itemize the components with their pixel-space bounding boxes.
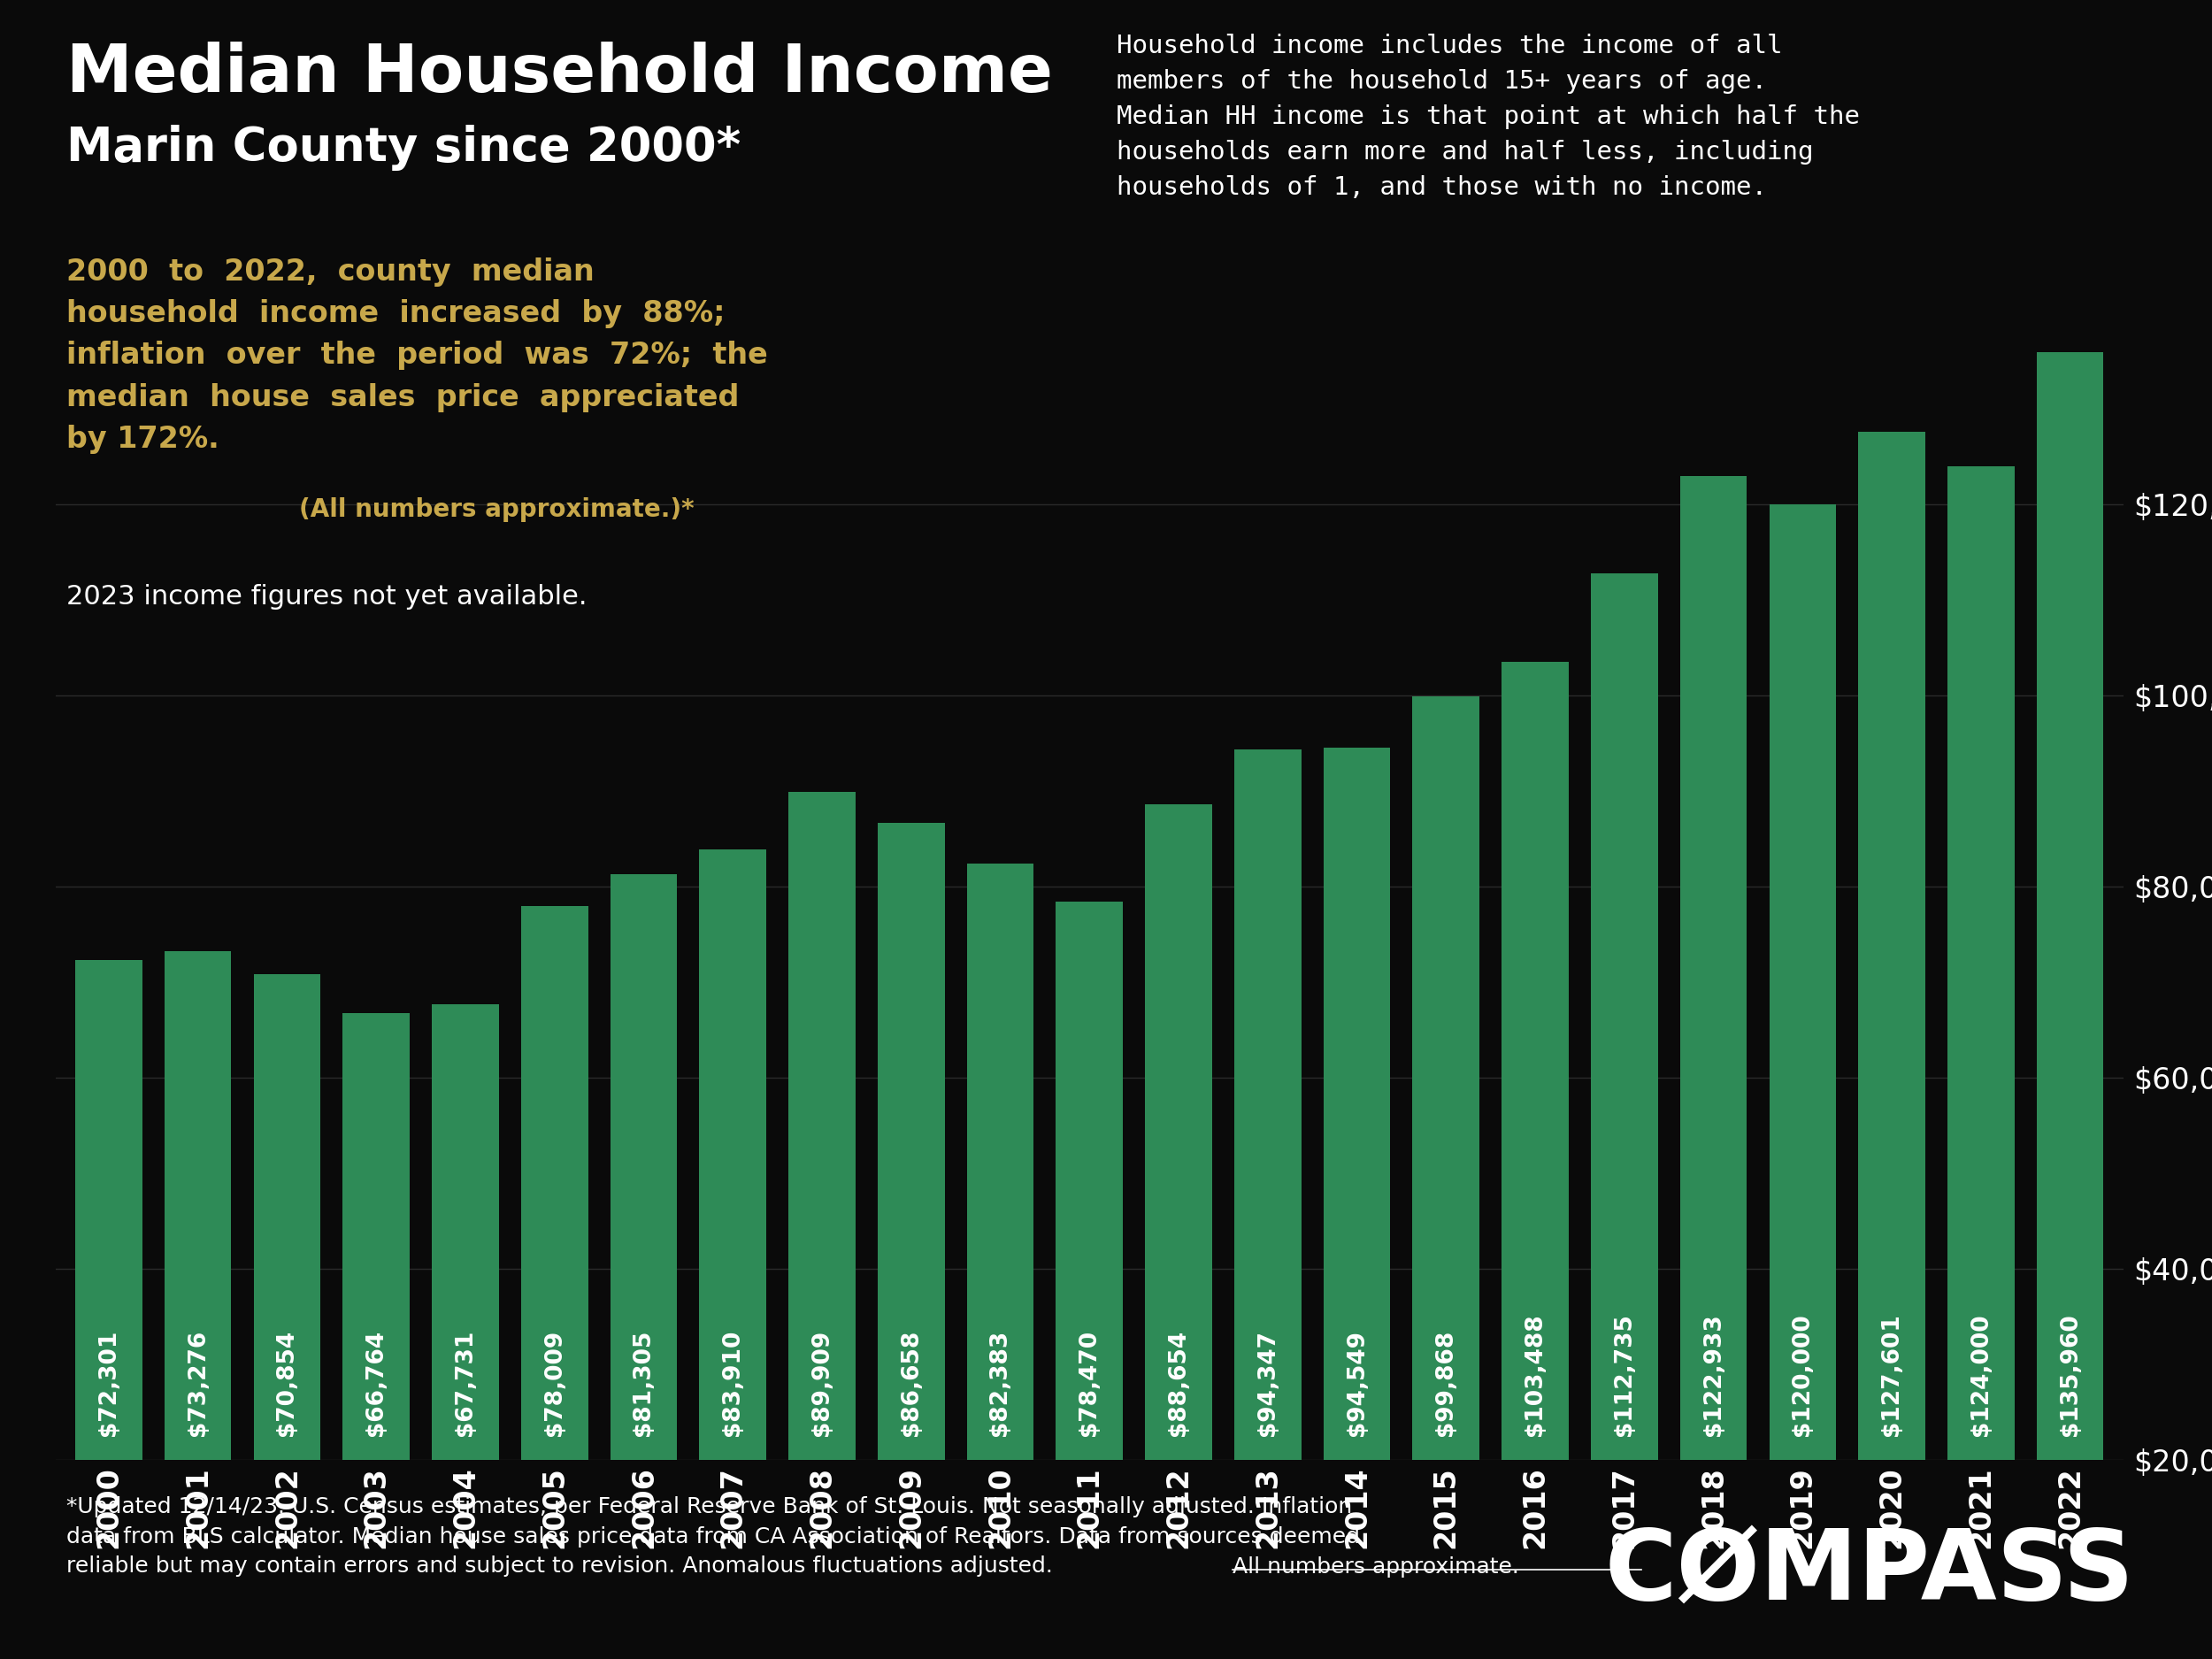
Text: $94,347: $94,347 bbox=[1256, 1331, 1279, 1437]
Text: CØMPASS: CØMPASS bbox=[1604, 1525, 2135, 1619]
Bar bbox=[1146, 805, 1212, 1651]
Bar bbox=[343, 1014, 409, 1651]
Text: $82,383: $82,383 bbox=[989, 1329, 1011, 1437]
Bar bbox=[1947, 466, 2015, 1651]
Bar bbox=[1590, 574, 1657, 1651]
Bar bbox=[1679, 476, 1747, 1651]
Text: $70,854: $70,854 bbox=[276, 1331, 299, 1437]
Bar bbox=[1413, 697, 1480, 1651]
Bar bbox=[1770, 504, 1836, 1651]
Text: Median Household Income: Median Household Income bbox=[66, 41, 1053, 106]
Text: Household income includes the income of all
members of the household 15+ years o: Household income includes the income of … bbox=[1117, 33, 1860, 199]
Bar bbox=[1234, 750, 1301, 1651]
Text: $86,658: $86,658 bbox=[900, 1329, 922, 1437]
Bar bbox=[1055, 901, 1124, 1651]
Bar bbox=[431, 1004, 500, 1651]
Bar bbox=[699, 849, 765, 1651]
Bar bbox=[878, 823, 945, 1651]
Text: $99,868: $99,868 bbox=[1436, 1329, 1458, 1437]
Text: $124,000: $124,000 bbox=[1969, 1314, 1993, 1437]
Text: $112,735: $112,735 bbox=[1613, 1314, 1637, 1437]
Bar bbox=[787, 791, 856, 1651]
Text: $73,276: $73,276 bbox=[186, 1329, 210, 1437]
Text: 2023 income figures not yet available.: 2023 income figures not yet available. bbox=[66, 584, 586, 609]
Text: $103,488: $103,488 bbox=[1524, 1314, 1546, 1437]
Bar bbox=[75, 961, 142, 1651]
Bar bbox=[2037, 352, 2104, 1651]
Text: $78,009: $78,009 bbox=[542, 1329, 566, 1437]
Bar bbox=[522, 906, 588, 1651]
Text: (All numbers approximate.)*: (All numbers approximate.)* bbox=[299, 498, 695, 523]
Text: $67,731: $67,731 bbox=[453, 1329, 478, 1437]
Text: $88,654: $88,654 bbox=[1168, 1331, 1190, 1437]
Text: $135,960: $135,960 bbox=[2059, 1314, 2081, 1437]
Text: $83,910: $83,910 bbox=[721, 1329, 743, 1437]
Text: Marin County since 2000*: Marin County since 2000* bbox=[66, 124, 741, 171]
Text: $127,601: $127,601 bbox=[1880, 1314, 1902, 1437]
Text: $66,764: $66,764 bbox=[365, 1331, 387, 1437]
Bar bbox=[967, 864, 1033, 1651]
Text: $89,909: $89,909 bbox=[810, 1329, 834, 1437]
Text: $78,470: $78,470 bbox=[1077, 1331, 1102, 1437]
Text: $120,000: $120,000 bbox=[1792, 1314, 1814, 1437]
Bar bbox=[611, 874, 677, 1651]
Text: $81,305: $81,305 bbox=[633, 1329, 655, 1437]
Text: All numbers approximate.: All numbers approximate. bbox=[1232, 1556, 1520, 1578]
Bar bbox=[164, 951, 232, 1651]
Text: *Updated 12/14/23. U.S. Census estimates, per Federal Reserve Bank of St. Louis.: *Updated 12/14/23. U.S. Census estimates… bbox=[66, 1496, 1360, 1578]
Bar bbox=[1502, 662, 1568, 1651]
Text: $72,301: $72,301 bbox=[97, 1329, 119, 1437]
Text: $122,933: $122,933 bbox=[1701, 1314, 1725, 1437]
Text: 2000  to  2022,  county  median
household  income  increased  by  88%;
inflation: 2000 to 2022, county median household in… bbox=[66, 257, 768, 455]
Text: $94,549: $94,549 bbox=[1345, 1331, 1369, 1437]
Bar bbox=[1323, 748, 1391, 1651]
Bar bbox=[254, 974, 321, 1651]
Bar bbox=[1858, 431, 1924, 1651]
